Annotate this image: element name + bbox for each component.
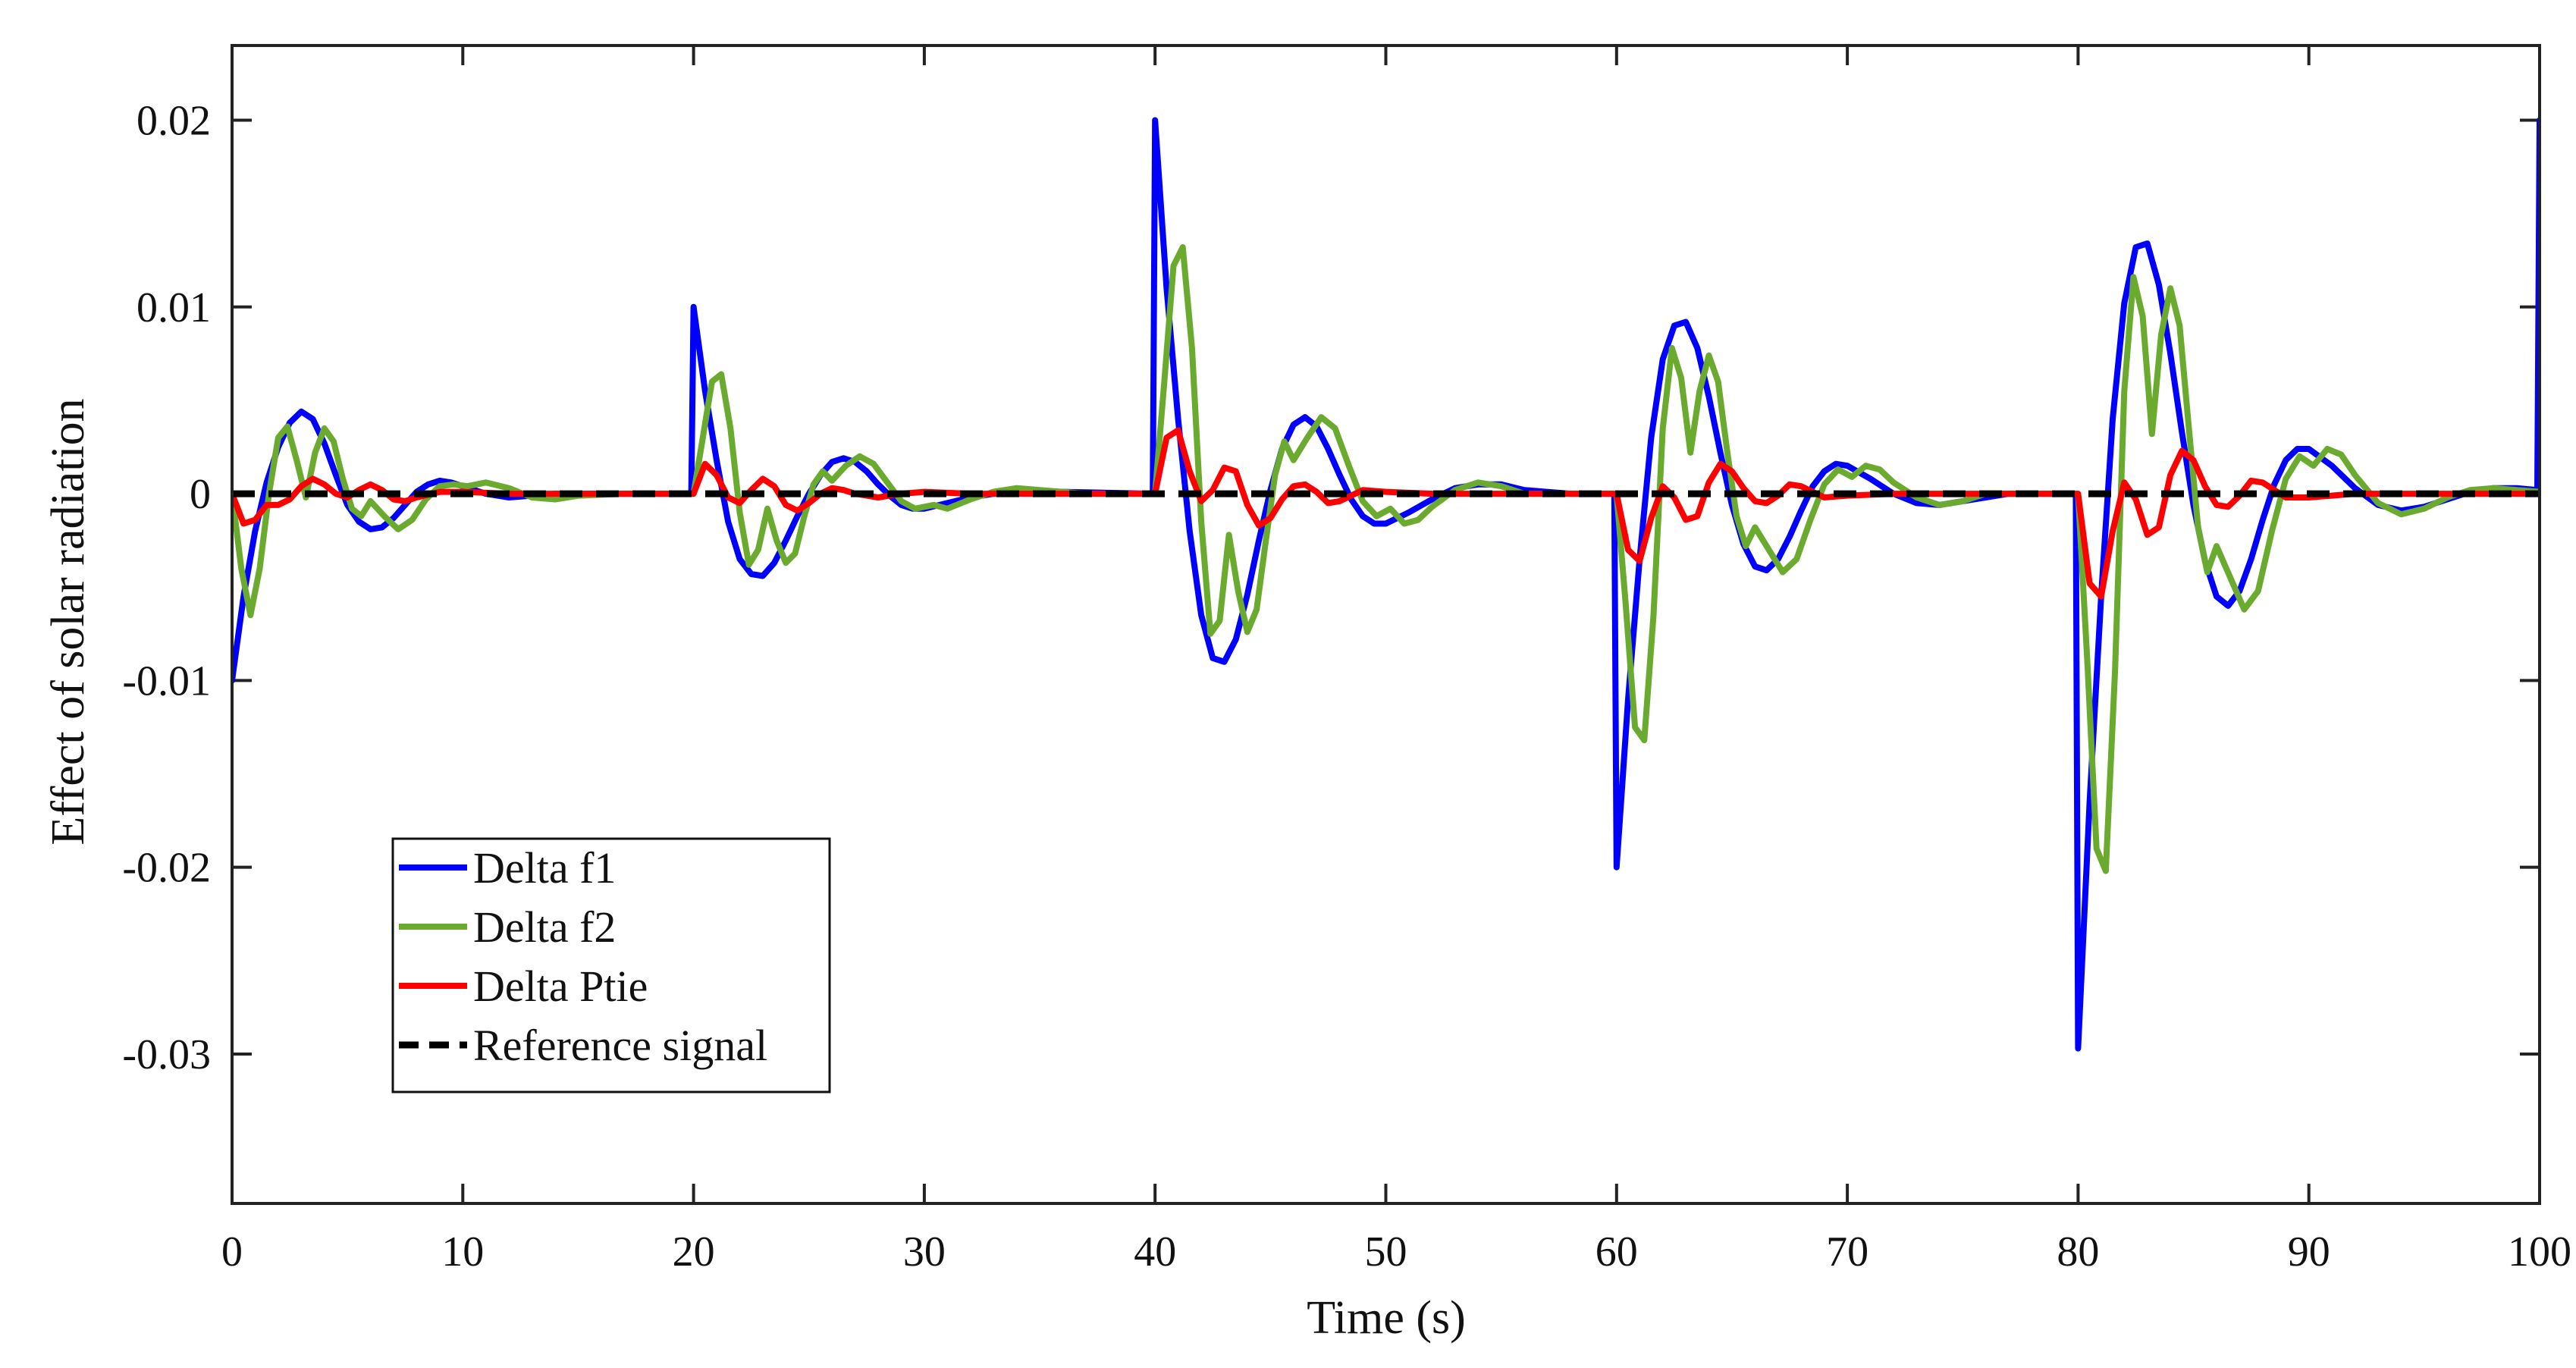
x-axis-tick-labels: 0 10 20 30 40 50 60 70 80 90 100 [221,1228,2571,1275]
x-tick-label: 90 [2288,1228,2330,1275]
series-line-delta-ptie [232,427,2540,600]
legend-label-reference-signal: Reference signal [473,1021,767,1070]
legend-label-delta-ptie: Delta Ptie [473,962,648,1011]
x-tick-label: 20 [673,1228,715,1275]
plot-frame [231,44,2541,1205]
y-tick-label: 0 [190,471,211,518]
x-tick-label: 100 [2508,1228,2571,1275]
x-tick-label: 0 [221,1228,243,1275]
x-tick-label: 80 [2057,1228,2099,1275]
legend-label-delta-f2: Delta f2 [473,902,616,952]
x-tick-label: 40 [1134,1228,1176,1275]
series-layer [232,117,2540,1052]
x-tick-label: 10 [441,1228,484,1275]
y-axis-title: Effect of solar radiation [42,398,94,845]
legend: Delta f1 Delta f2 Delta Ptie Reference sign… [391,837,831,1093]
x-axis-title: Time (s) [1307,1292,1466,1344]
x-tick-label: 70 [1826,1228,1868,1275]
legend-box [391,837,831,1093]
y-tick-label: 0.02 [136,98,211,145]
y-tick-label: -0.02 [122,845,211,892]
y-tick-label: -0.03 [122,1031,211,1078]
y-axis-tick-labels: 0.02 0.01 0 -0.01 -0.02 -0.03 [122,98,211,1078]
series-line-delta-f2 [232,244,2540,874]
y-tick-label: 0.01 [136,284,211,331]
x-tick-label: 60 [1595,1228,1638,1275]
legend-label-delta-f1: Delta f1 [473,843,616,893]
y-tick-label: -0.01 [122,657,211,704]
x-tick-label: 30 [903,1228,946,1275]
x-tick-label: 50 [1365,1228,1407,1275]
